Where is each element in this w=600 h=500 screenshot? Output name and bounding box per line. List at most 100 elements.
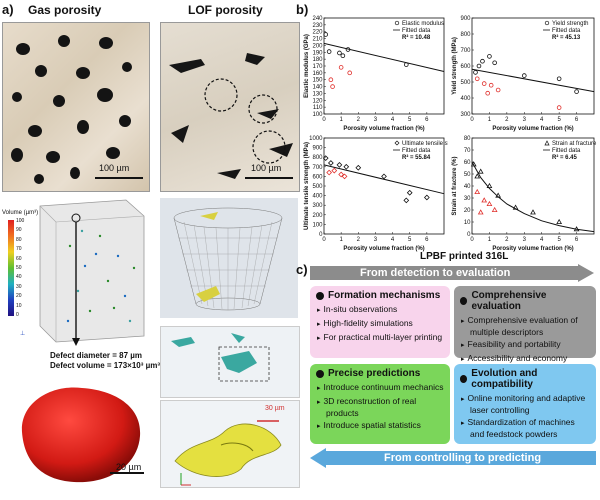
data-point xyxy=(403,62,409,67)
x-axis-label: Porosity volume fraction (%) xyxy=(343,126,424,132)
y-axis-label: Ultimate tensile strength (MPa) xyxy=(304,142,310,230)
data-point xyxy=(556,218,563,224)
box-title: Evolution and compatibility xyxy=(471,368,538,390)
panel-c-letter: c) xyxy=(296,262,308,277)
legend-entry: Fitted data xyxy=(552,148,581,154)
box-precise-predictions: Precise predictions Introduce continuum … xyxy=(310,364,450,444)
defect-scale-label: 20 µm xyxy=(116,462,142,472)
x-tick-label: 3 xyxy=(523,237,527,243)
bottom-arrow: From controlling to predicting xyxy=(310,448,596,468)
y-tick-label: 1000 xyxy=(309,136,323,142)
x-tick-label: 1 xyxy=(488,117,492,123)
box-comprehensive-evaluation: Comprehensive evaluation Comprehensive e… xyxy=(454,286,596,363)
colorbar-tick: 80 xyxy=(16,236,22,243)
gas-pores-svg xyxy=(11,35,143,184)
data-point xyxy=(337,50,342,56)
defect-3d-render xyxy=(21,387,144,483)
colorbar-ticks: 100 90 80 70 60 50 40 30 20 10 0 xyxy=(16,218,30,318)
data-point-red xyxy=(330,84,335,89)
box-item: In-situ observations xyxy=(324,304,444,316)
x-tick-label: 6 xyxy=(575,237,579,243)
panel-b-caption: LPBF printed 316L xyxy=(420,251,509,262)
gas-pores xyxy=(11,35,132,184)
x-tick-label: 4 xyxy=(391,237,395,243)
y-tick-label: 40 xyxy=(464,184,471,190)
y-tick-label: 200 xyxy=(312,213,323,219)
data-point-red xyxy=(338,171,345,178)
data-point-red xyxy=(488,82,494,88)
y-tick-label: 160 xyxy=(312,71,323,77)
data-point xyxy=(406,189,413,196)
y-tick-label: 70 xyxy=(464,148,471,154)
fit-line xyxy=(323,42,445,72)
gas-scale-label: 100 µm xyxy=(99,163,130,173)
panel-a-letter: a) xyxy=(2,2,14,17)
y-tick-label: 180 xyxy=(312,57,323,63)
x-tick-label: 3 xyxy=(374,237,378,243)
colorbar-tick: 30 xyxy=(16,283,22,290)
colorbar-tick: 40 xyxy=(16,274,22,281)
data-point xyxy=(487,54,492,59)
x-tick-label: 1 xyxy=(339,237,343,243)
data-point-red xyxy=(338,65,344,70)
data-point xyxy=(574,89,579,94)
y-tick-label: 20 xyxy=(464,208,471,214)
y-tick-label: 240 xyxy=(312,16,323,22)
data-point xyxy=(470,161,477,167)
data-point-red xyxy=(341,173,348,180)
y-tick-label: 800 xyxy=(460,32,471,38)
legend-marker xyxy=(394,140,400,146)
data-point-red xyxy=(481,81,487,86)
data-point xyxy=(381,173,387,180)
y-tick-label: 80 xyxy=(464,136,471,142)
colorbar-title: Volume (µm³) xyxy=(2,210,39,216)
gas-ct-volume xyxy=(39,199,145,346)
y-tick-label: 0 xyxy=(319,232,323,238)
y-tick-label: 100 xyxy=(312,222,323,228)
r2-label: R² = 45.13 xyxy=(552,34,581,41)
x-tick-label: 3 xyxy=(374,117,378,123)
r2-label: R² = 10.48 xyxy=(402,34,431,41)
lof-zoom-scale-label: 30 µm xyxy=(265,405,285,412)
data-point xyxy=(556,76,562,82)
x-tick-label: 1 xyxy=(339,117,343,123)
legend-entry: Elastic modulus xyxy=(402,21,444,27)
data-point xyxy=(336,162,343,168)
x-tick-label: 0 xyxy=(322,117,326,123)
box-item: Accessibility and economy xyxy=(468,353,590,365)
lof-defect-zoom: 30 µm xyxy=(160,400,300,488)
chart-elastic-modulus: 1001101201301401501601701801902002102202… xyxy=(304,16,445,132)
data-point xyxy=(403,197,410,204)
defect-diameter-text: Defect diameter = 87 µm xyxy=(50,351,142,360)
data-point xyxy=(492,60,497,66)
data-point xyxy=(480,58,485,64)
y-tick-label: 0 xyxy=(467,232,471,238)
bullet-dot-icon xyxy=(460,297,468,305)
x-tick-label: 2 xyxy=(357,237,361,243)
x-axis-label: Porosity volume fraction (%) xyxy=(492,126,573,132)
x-tick-label: 0 xyxy=(470,237,474,243)
y-tick-label: 300 xyxy=(312,203,323,209)
data-point-red xyxy=(495,87,501,93)
lof-ct-defects xyxy=(196,212,220,302)
legend-entry: Strain at fracture xyxy=(552,141,597,147)
data-point xyxy=(521,73,527,78)
y-tick-label: 300 xyxy=(460,112,471,118)
legend-entry: Fitted data xyxy=(402,28,431,34)
data-point-red xyxy=(491,206,498,212)
lof-scale-label: 100 µm xyxy=(251,163,282,173)
lof-ct-cylinder xyxy=(160,198,298,318)
lof-porosity-title: LOF porosity xyxy=(188,3,263,17)
x-tick-label: 5 xyxy=(408,237,412,243)
chart-uts: 0 100 200 300 400 500 600 700 800 900 1000 0 1 2 3 4 5 6P… xyxy=(304,136,448,252)
data-point xyxy=(340,53,346,59)
lof-zoom-svg xyxy=(174,420,282,486)
y-tick-label: 100 xyxy=(312,112,323,118)
data-point xyxy=(323,32,329,37)
x-tick-label: 4 xyxy=(540,237,544,243)
box-item: Online monitoring and adaptive laser con… xyxy=(468,393,590,415)
y-tick-label: 170 xyxy=(312,64,323,70)
box-title: Precise predictions xyxy=(328,368,421,379)
box-item: High-fidelity simulations xyxy=(324,318,444,330)
